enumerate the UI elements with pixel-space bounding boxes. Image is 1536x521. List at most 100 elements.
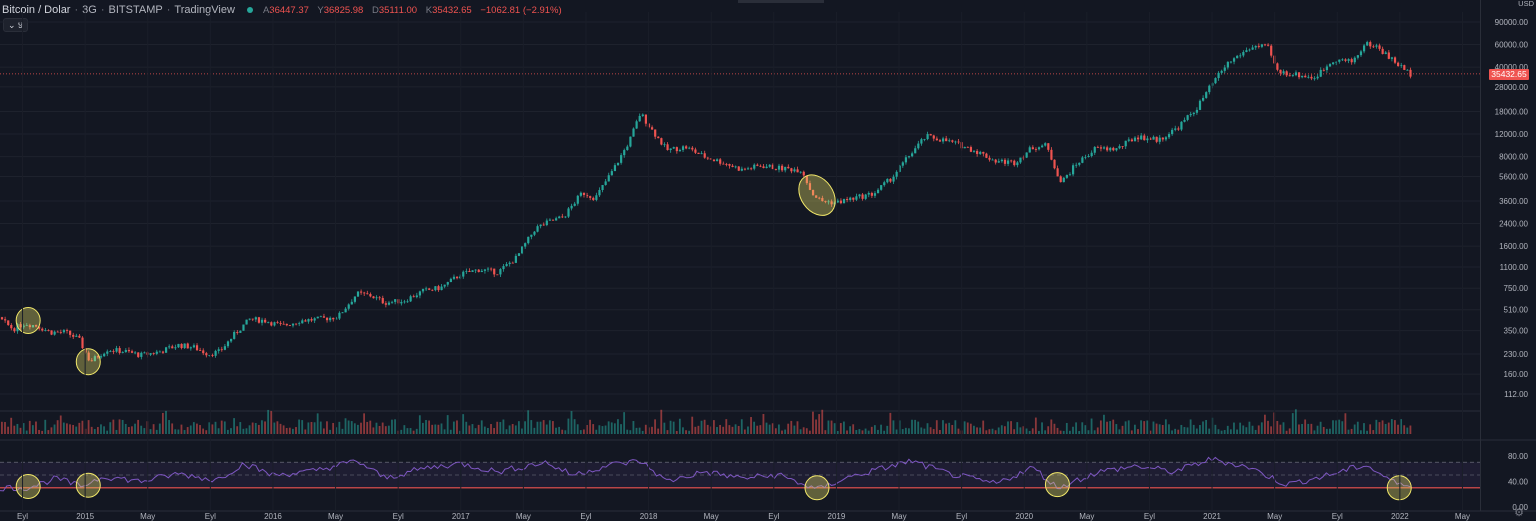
volume-bar (1007, 421, 1009, 434)
price-tick-label: 1100.00 (1500, 263, 1529, 272)
candle (183, 343, 186, 349)
volume-bar (1003, 426, 1006, 434)
volume-bar (1301, 423, 1303, 434)
axis-unit-label[interactable]: USD (1518, 0, 1534, 8)
volume-bar (1010, 421, 1012, 434)
candle (1130, 139, 1134, 142)
ohlc-readout: A36447.37 Y36825.98 D35111.00 K35432.65 … (263, 5, 568, 16)
candle (654, 129, 657, 137)
volume-bar (1214, 424, 1217, 434)
top-toolbar-tab[interactable] (738, 0, 824, 3)
volume-bar (1013, 429, 1016, 434)
volume-bar (793, 425, 796, 434)
candle (1189, 114, 1192, 116)
candle (1124, 140, 1127, 147)
candle (360, 291, 363, 293)
candle (44, 329, 47, 331)
separator: · (74, 4, 79, 16)
volume-bar (1118, 429, 1121, 434)
volume-bar (713, 420, 715, 434)
volume-bar (1065, 422, 1068, 434)
candle (982, 151, 985, 154)
volume-bar (270, 411, 273, 434)
candle (99, 356, 103, 358)
candle (0, 317, 4, 320)
volume-bar (827, 420, 830, 434)
candle (155, 351, 158, 354)
candle (22, 325, 25, 328)
price-tick-label: 230.00 (1504, 350, 1529, 359)
volume-bar (688, 430, 691, 434)
candle (849, 197, 852, 201)
volume-bar (740, 419, 743, 434)
volume-bar (267, 409, 270, 434)
candle (1350, 59, 1353, 63)
volume-bar (273, 422, 276, 434)
volume-bar (576, 424, 579, 434)
volume-bar (38, 429, 40, 434)
candle (496, 274, 499, 276)
volume-bar (1406, 427, 1409, 434)
volume-bar (836, 430, 839, 434)
volume-bar (465, 421, 468, 434)
candle (926, 134, 929, 140)
candle (468, 270, 471, 272)
volume-bar (722, 426, 725, 434)
highlight-circle (75, 348, 101, 376)
settings-gear-icon[interactable]: ⚙ (1514, 507, 1524, 519)
candle (555, 218, 558, 221)
candle (378, 297, 381, 299)
candle (852, 197, 855, 200)
candle (1056, 168, 1059, 177)
candle (607, 175, 610, 182)
volume-bar (16, 423, 19, 434)
volume-bar (911, 419, 913, 434)
interval-label[interactable]: 3G (82, 4, 97, 16)
close-label: K (425, 4, 433, 16)
volume-bar (1304, 419, 1307, 434)
candle (997, 161, 1000, 163)
candle (505, 264, 508, 267)
time-tick-label: Eyl (956, 512, 967, 521)
candle (403, 301, 406, 303)
candle (1186, 115, 1189, 120)
candle (966, 146, 969, 148)
volume-bar (1248, 421, 1251, 434)
volume-bar (1127, 420, 1130, 434)
volume-bar (211, 424, 214, 434)
candle (635, 121, 638, 129)
volume-bar (824, 430, 827, 434)
volume-bar (626, 429, 629, 434)
volume-bar (1254, 429, 1257, 434)
candle (601, 184, 604, 191)
candle (168, 346, 171, 348)
candle (1347, 59, 1350, 61)
candle (1118, 146, 1121, 149)
candle (1006, 160, 1010, 164)
volume-bar (923, 428, 926, 434)
candle (319, 316, 322, 318)
candle (864, 194, 867, 199)
volume-bar (220, 420, 223, 434)
candle (459, 276, 462, 279)
volume-bar (66, 423, 68, 434)
candle (589, 196, 592, 198)
volume-bar (635, 427, 638, 434)
candle (171, 346, 174, 349)
candle (1406, 69, 1409, 71)
volume-bar (298, 419, 300, 434)
volume-bar (756, 425, 759, 434)
symbol-name[interactable]: Bitcoin / Dolar (2, 4, 71, 16)
candle (545, 220, 548, 226)
volume-bar (1264, 414, 1266, 434)
candle (282, 323, 285, 325)
volume-bar (904, 427, 907, 434)
candle (78, 335, 81, 338)
time-tick-label: 2022 (1391, 512, 1409, 521)
candle (199, 350, 202, 351)
candle (1202, 97, 1205, 101)
candle (620, 155, 623, 163)
volume-bar (1288, 428, 1291, 434)
volume-bar (493, 428, 496, 434)
